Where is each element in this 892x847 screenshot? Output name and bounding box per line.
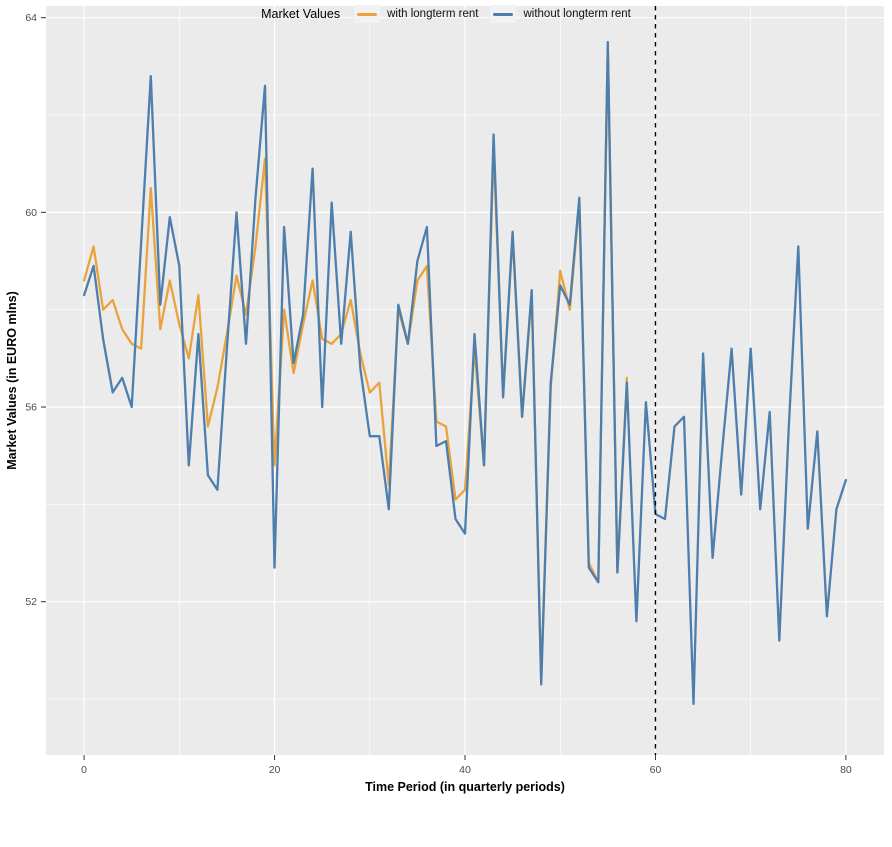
legend-key-line-blue — [493, 12, 514, 16]
x-axis-tick-label: 0 — [81, 764, 87, 776]
x-axis-tick-label: 60 — [650, 764, 662, 776]
legend-key-line-orange — [357, 12, 378, 16]
legend-label-with-longterm-rent: with longterm rent — [387, 8, 479, 20]
legend-key-with-longterm-rent — [354, 5, 381, 23]
y-axis-title: Market Values (in EURO mlns) — [5, 291, 19, 470]
x-axis-tick-label: 40 — [459, 764, 471, 776]
y-axis-tick-label: 64 — [25, 12, 37, 24]
y-axis-tick-label: 52 — [25, 596, 37, 608]
x-axis-title: Time Period (in quarterly periods) — [365, 780, 565, 794]
legend-title: Market Values — [261, 7, 341, 21]
x-axis-tick-label: 80 — [840, 764, 852, 776]
legend: Market Values with longterm rent without… — [0, 0, 892, 28]
legend-key-without-longterm-rent — [490, 5, 517, 23]
series-line-without-longterm-rent — [82, 40, 848, 706]
y-axis-tick-label: 60 — [25, 207, 37, 219]
legend-entry-with-longterm-rent: with longterm rent — [354, 5, 478, 23]
legend-label-without-longterm-rent: without longterm rent — [523, 8, 631, 20]
x-axis-tick-label: 20 — [269, 764, 281, 776]
legend-entry-without-longterm-rent: without longterm rent — [490, 5, 631, 23]
y-axis-tick-label: 56 — [25, 402, 37, 414]
